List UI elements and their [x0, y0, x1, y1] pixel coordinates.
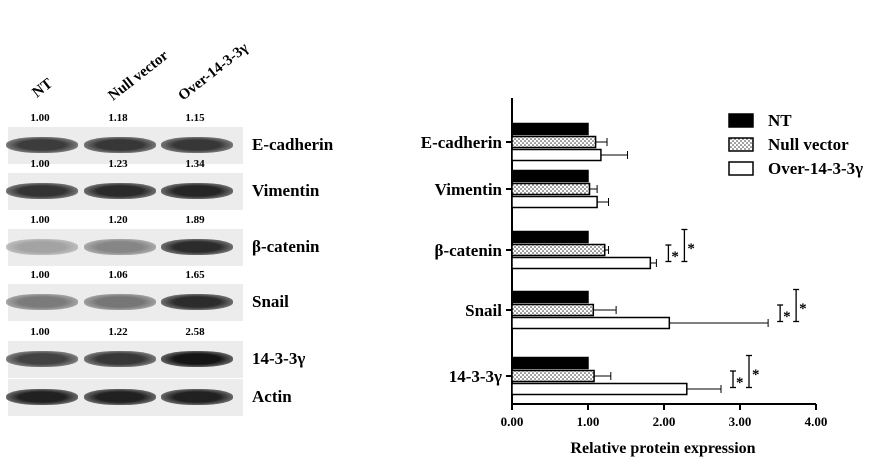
bar: [511, 195, 598, 209]
blot-band: [84, 351, 156, 367]
significance-mark: *: [687, 241, 695, 257]
blot-strip: [6, 379, 243, 416]
category-label: Snail: [465, 301, 502, 320]
bar: [511, 290, 589, 304]
category-label: E-cadherin: [421, 133, 503, 152]
blot-strip: [6, 284, 243, 321]
blot-band: [161, 137, 233, 153]
band-quantification: 1.20: [108, 214, 128, 226]
blot-band: [6, 294, 78, 310]
band-quantification: 1.15: [185, 112, 205, 124]
x-tick-label: 3.00: [729, 414, 752, 429]
legend-swatch: [728, 161, 754, 176]
legend-label: NT: [768, 111, 792, 130]
protein-label: E-cadherin: [252, 135, 334, 154]
blot-band: [84, 389, 156, 405]
blot-band: [6, 351, 78, 367]
blot-strip: [6, 173, 243, 210]
legend-label: Over-14-3-3γ: [768, 159, 863, 178]
blot-band: [161, 351, 233, 367]
band-quantification: 1.22: [108, 326, 128, 338]
bar: [511, 148, 602, 162]
band-quantification: 1.23: [108, 158, 128, 170]
bar: [511, 122, 589, 136]
protein-label: Actin: [252, 387, 292, 406]
band-quantification: 1.00: [30, 326, 50, 338]
blot-band: [6, 239, 78, 255]
significance-mark: *: [752, 367, 760, 383]
blot-strip: [6, 229, 243, 266]
bar: [511, 243, 606, 257]
x-tick-label: 1.00: [577, 414, 600, 429]
band-quantification: 1.00: [30, 214, 50, 226]
x-axis-title: Relative protein expression: [570, 440, 755, 457]
blot-band: [84, 137, 156, 153]
x-tick-label: 4.00: [805, 414, 828, 429]
significance-mark: *: [736, 375, 744, 391]
blot-strip: [6, 127, 243, 164]
protein-label: Vimentin: [252, 181, 320, 200]
blot-band: [84, 294, 156, 310]
protein-label: β-catenin: [252, 237, 320, 256]
legend-label: Null vector: [768, 135, 849, 154]
protein-label: 14-3-3γ: [252, 349, 306, 368]
band-quantification: 1.65: [185, 269, 205, 281]
bar: [511, 135, 597, 149]
bar: [511, 256, 652, 270]
bar: [511, 182, 591, 196]
category-label: β-catenin: [434, 241, 502, 260]
band-quantification: 1.34: [185, 158, 205, 170]
blot-band: [6, 183, 78, 199]
legend-swatch: [728, 137, 754, 152]
band-quantification: 1.00: [30, 158, 50, 170]
band-quantification: 1.06: [108, 269, 128, 281]
x-tick-label: 2.00: [653, 414, 676, 429]
blot-band: [6, 137, 78, 153]
blot-band: [84, 183, 156, 199]
blot-band: [161, 239, 233, 255]
band-quantification: 1.89: [185, 214, 205, 226]
blot-strip: [6, 341, 243, 378]
category-label: 14-3-3γ: [449, 367, 502, 386]
blot-band: [84, 239, 156, 255]
bar: [511, 169, 589, 183]
band-quantification: 1.00: [30, 112, 50, 124]
bar: [511, 356, 589, 370]
category-label: Vimentin: [435, 180, 503, 199]
band-quantification: 1.18: [108, 112, 128, 124]
bar: [511, 303, 595, 317]
bar: [511, 369, 595, 383]
bar: [511, 230, 589, 244]
bar: [511, 316, 671, 330]
significance-mark: *: [799, 301, 807, 317]
x-tick-label: 0.00: [501, 414, 524, 429]
band-quantification: 1.00: [30, 269, 50, 281]
blot-band: [6, 389, 78, 405]
significance-mark: *: [671, 249, 679, 265]
legend-swatch: [728, 113, 754, 128]
blot-band: [161, 294, 233, 310]
bar: [511, 382, 688, 396]
blot-band: [161, 389, 233, 405]
significance-mark: *: [783, 309, 791, 325]
band-quantification: 2.58: [185, 326, 205, 338]
protein-label: Snail: [252, 292, 289, 311]
blot-band: [161, 183, 233, 199]
